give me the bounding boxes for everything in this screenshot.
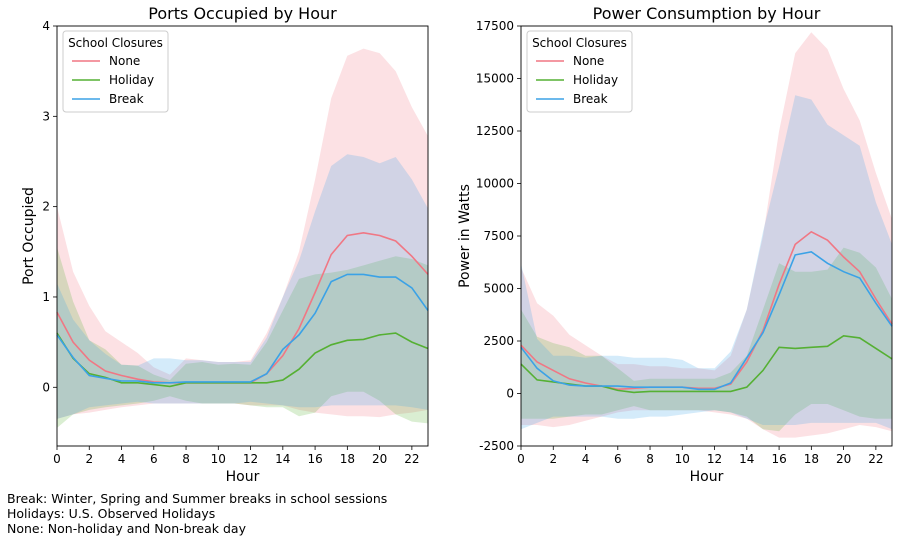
x-tick-label: 8 xyxy=(182,452,190,466)
band-break xyxy=(57,154,428,419)
caption-break-note: Break: Winter, Spring and Summer breaks … xyxy=(7,491,388,506)
y-tick-label: 2 xyxy=(42,200,50,214)
x-axis-label: Hour xyxy=(690,469,724,485)
x-tick-label: 22 xyxy=(868,452,883,466)
legend-label-none: None xyxy=(109,54,140,68)
x-axis-label: Hour xyxy=(226,469,260,485)
x-tick-label: 2 xyxy=(85,452,93,466)
figure-caption: Break: Winter, Spring and Summer breaks … xyxy=(7,491,387,536)
y-tick-label: 17500 xyxy=(476,19,514,33)
chart-title: Power Consumption by Hour xyxy=(593,4,821,23)
y-tick-label: 12500 xyxy=(476,124,514,138)
line-break xyxy=(56,273,429,384)
x-tick-label: 16 xyxy=(771,452,786,466)
y-tick-label: 0 xyxy=(506,387,514,401)
x-tick-label: 22 xyxy=(404,452,419,466)
x-tick-label: 0 xyxy=(53,452,61,466)
x-tick-label: 18 xyxy=(804,452,819,466)
line-break xyxy=(520,250,893,391)
y-tick-label: 3 xyxy=(42,109,50,123)
line-none xyxy=(520,230,893,391)
x-tick-label: 12 xyxy=(243,452,258,466)
legend-box xyxy=(526,30,633,113)
x-tick-label: 2 xyxy=(549,452,557,466)
band-none xyxy=(57,48,428,419)
x-tick-label: 6 xyxy=(614,452,622,466)
y-tick-label: -2500 xyxy=(479,439,514,453)
x-tick-label: 14 xyxy=(275,452,290,466)
caption-holiday-note: Holidays: U.S. Observed Holidays xyxy=(7,506,216,521)
x-tick-label: 14 xyxy=(739,452,754,466)
band-break xyxy=(521,95,892,430)
legend: School Closures None Holiday Break xyxy=(62,30,169,113)
x-tick-label: 0 xyxy=(517,452,525,466)
legend-label-holiday: Holiday xyxy=(109,73,154,87)
x-tick-label: 20 xyxy=(372,452,387,466)
x-tick-label: 20 xyxy=(836,452,851,466)
caption-none-note: None: Non-holiday and Non-break day xyxy=(7,521,246,536)
y-tick-label: 10000 xyxy=(476,177,514,191)
legend: School Closures None Holiday Break xyxy=(526,30,633,113)
legend-label-holiday: Holiday xyxy=(573,73,618,87)
y-tick-label: 0 xyxy=(42,380,50,394)
y-tick-label: 4 xyxy=(42,19,50,33)
line-holiday xyxy=(56,332,429,388)
legend-label-break: Break xyxy=(109,92,144,106)
y-tick-label: 1 xyxy=(42,290,50,304)
x-tick-label: 6 xyxy=(150,452,158,466)
legend-box xyxy=(62,30,169,113)
legend-title: School Closures xyxy=(532,36,627,50)
x-tick-label: 4 xyxy=(582,452,590,466)
y-tick-label: 2500 xyxy=(483,334,514,348)
x-tick-label: 8 xyxy=(646,452,654,466)
x-tick-label: 18 xyxy=(340,452,355,466)
y-tick-label: 15000 xyxy=(476,72,514,86)
x-tick-label: 12 xyxy=(707,452,722,466)
y-tick-label: 7500 xyxy=(483,229,514,243)
y-tick-label: 5000 xyxy=(483,282,514,296)
legend-label-none: None xyxy=(573,54,604,68)
chart-panel-2: 0 2 4 6 8 10 12 14 16 18 20 22-25000250050007500100… xyxy=(457,4,893,485)
band-none xyxy=(521,32,892,438)
x-tick-label: 4 xyxy=(118,452,126,466)
x-tick-label: 10 xyxy=(211,452,226,466)
plot-frame xyxy=(56,25,429,447)
chart-title: Ports Occupied by Hour xyxy=(148,4,337,23)
x-tick-label: 16 xyxy=(307,452,322,466)
y-axis-label: Power in Watts xyxy=(457,184,473,288)
legend-title: School Closures xyxy=(68,36,163,50)
y-axis-label: Port Occupied xyxy=(21,187,37,285)
legend-label-break: Break xyxy=(573,92,608,106)
x-tick-label: 10 xyxy=(675,452,690,466)
